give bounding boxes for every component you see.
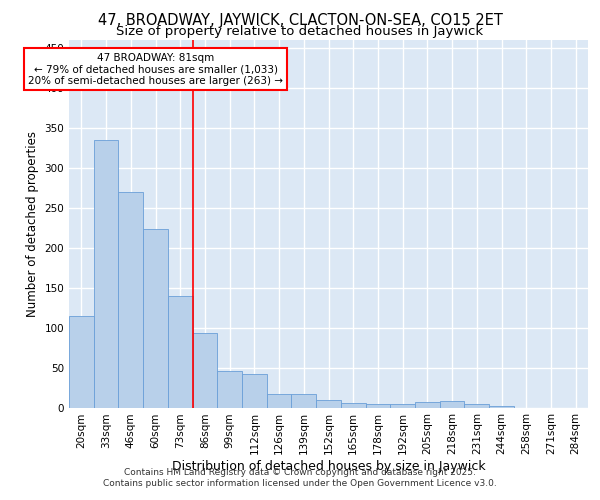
Bar bbox=[464, 404, 489, 407]
Y-axis label: Number of detached properties: Number of detached properties bbox=[26, 130, 39, 317]
Bar bbox=[365, 404, 390, 407]
Bar bbox=[118, 192, 143, 408]
Text: 47 BROADWAY: 81sqm
← 79% of detached houses are smaller (1,033)
20% of semi-deta: 47 BROADWAY: 81sqm ← 79% of detached hou… bbox=[28, 52, 283, 86]
Bar bbox=[193, 333, 217, 407]
Bar bbox=[217, 371, 242, 408]
Bar bbox=[69, 316, 94, 408]
Bar bbox=[415, 402, 440, 407]
Text: Contains HM Land Registry data © Crown copyright and database right 2025.
Contai: Contains HM Land Registry data © Crown c… bbox=[103, 468, 497, 487]
Text: 47, BROADWAY, JAYWICK, CLACTON-ON-SEA, CO15 2ET: 47, BROADWAY, JAYWICK, CLACTON-ON-SEA, C… bbox=[98, 12, 502, 28]
Bar bbox=[316, 400, 341, 407]
Bar bbox=[390, 404, 415, 407]
Bar bbox=[292, 394, 316, 407]
Bar bbox=[489, 406, 514, 407]
Bar bbox=[341, 402, 365, 407]
Text: Size of property relative to detached houses in Jaywick: Size of property relative to detached ho… bbox=[116, 25, 484, 38]
Bar bbox=[267, 394, 292, 407]
X-axis label: Distribution of detached houses by size in Jaywick: Distribution of detached houses by size … bbox=[172, 460, 485, 473]
Bar bbox=[143, 230, 168, 408]
Bar bbox=[94, 140, 118, 407]
Bar bbox=[242, 374, 267, 408]
Bar bbox=[168, 296, 193, 408]
Bar bbox=[440, 401, 464, 407]
